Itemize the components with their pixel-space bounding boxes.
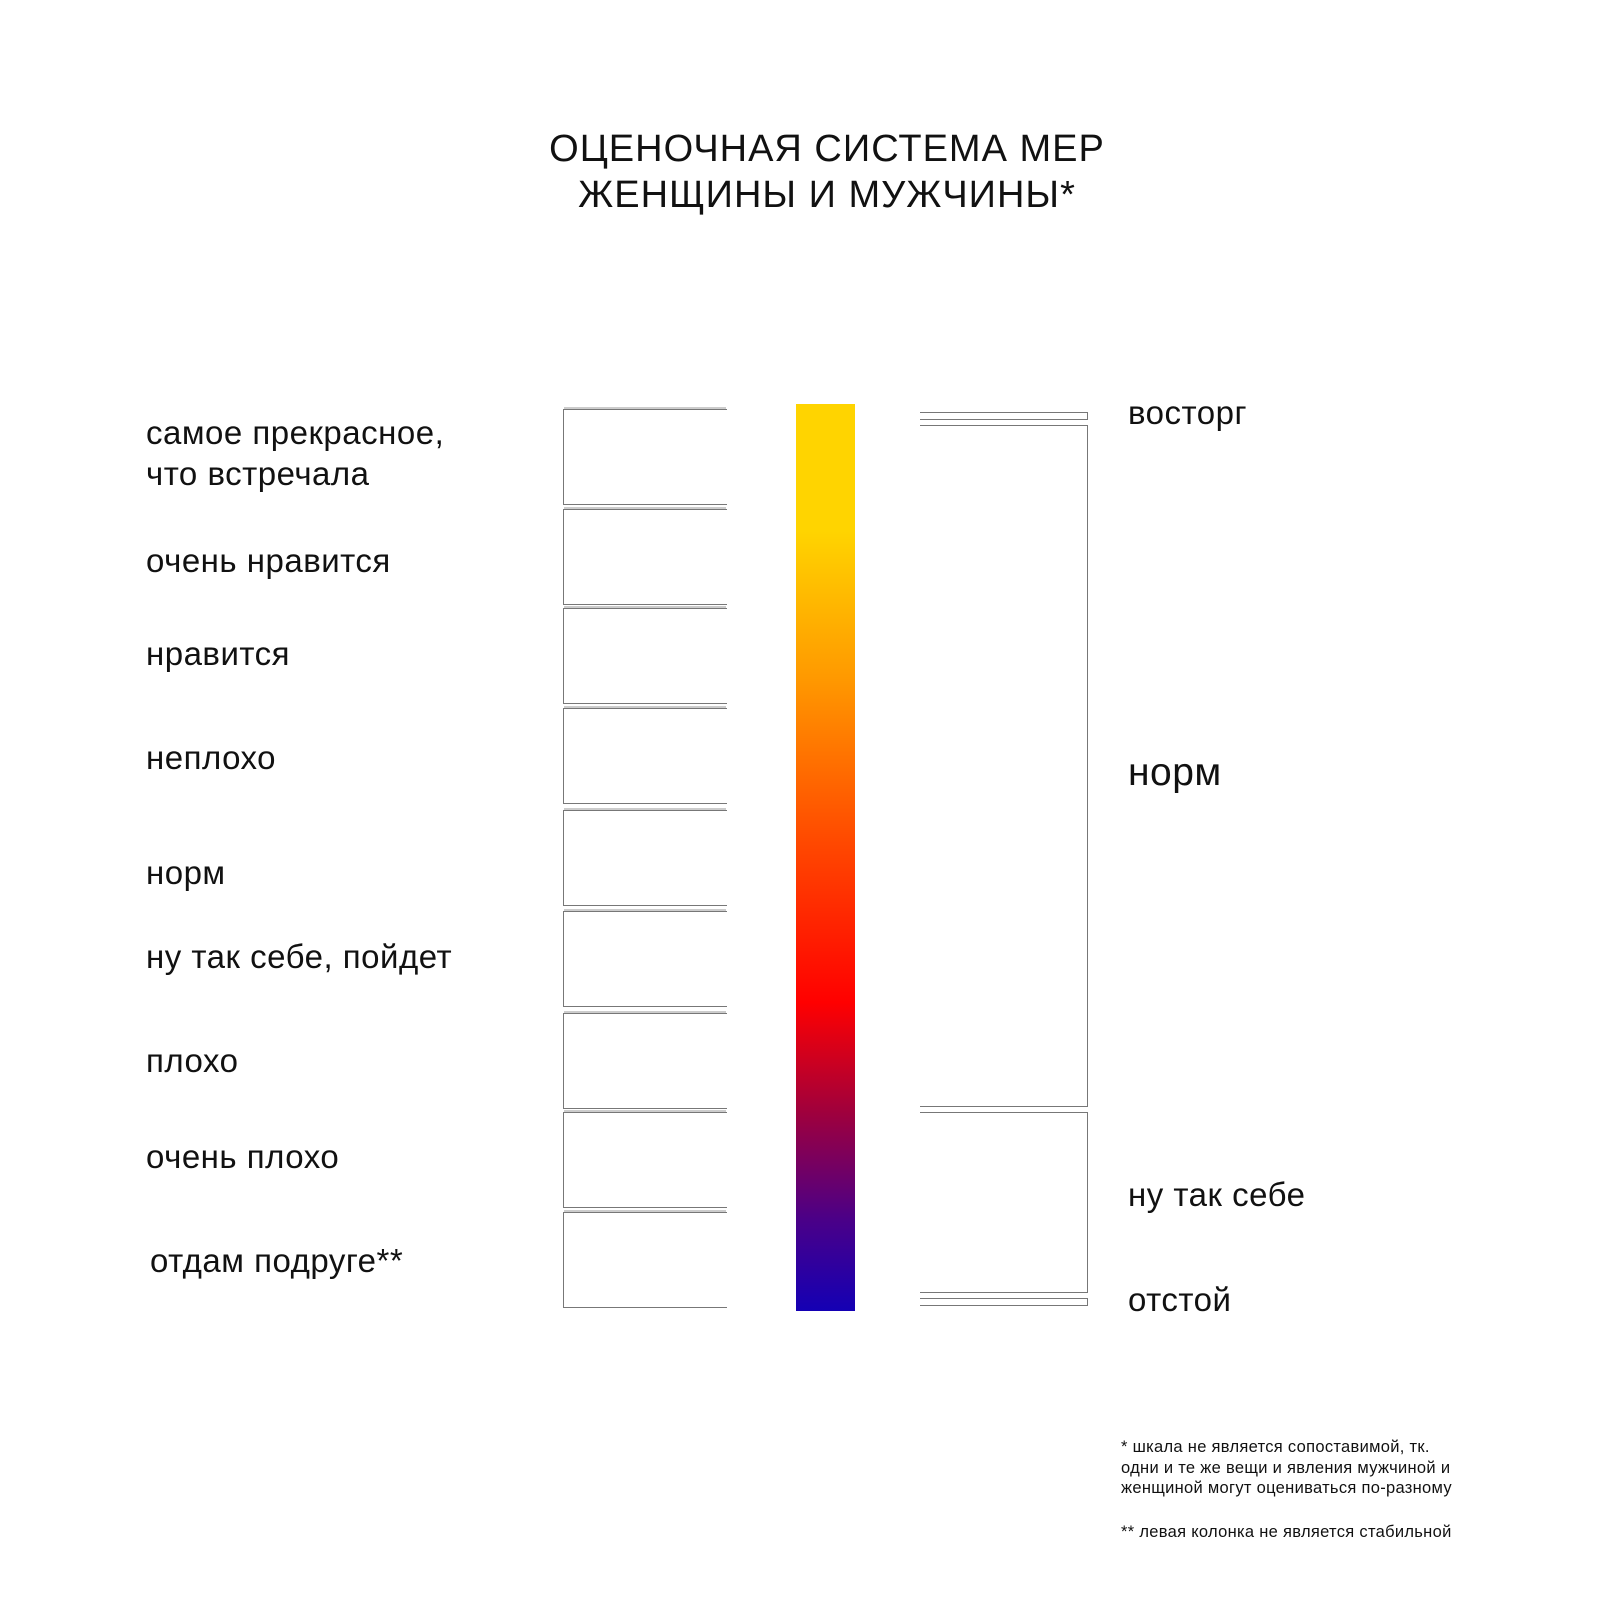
footnote-1: * шкала не является сопоставимой, тк. од…	[1121, 1437, 1452, 1499]
left-label-7: плохо	[146, 1042, 239, 1079]
right-bracket	[920, 412, 1088, 420]
right-label-1: восторг	[1128, 394, 1247, 431]
left-bracket	[563, 1212, 727, 1308]
footnote-1-line-1: * шкала не является сопоставимой, тк.	[1121, 1438, 1430, 1456]
left-label-3: нравится	[146, 635, 291, 672]
left-label-6: ну так себе, пойдет	[146, 938, 453, 975]
right-bracket	[920, 1112, 1088, 1293]
left-bracket	[563, 509, 727, 605]
left-bracket	[563, 1013, 727, 1109]
right-label-2: норм	[1128, 751, 1222, 794]
footnote-1-line-2: одни и те же вещи и явления мужчиной и	[1121, 1458, 1451, 1477]
left-bracket	[563, 911, 727, 1007]
right-label-4: отстой	[1128, 1281, 1232, 1318]
left-bracket	[563, 1112, 727, 1208]
left-label-5: норм	[146, 854, 226, 891]
left-bracket	[563, 810, 727, 906]
left-bracket	[563, 708, 727, 804]
left-label-1: самое прекрасное,	[146, 414, 445, 451]
right-bracket	[920, 1298, 1088, 1306]
left-bracket	[563, 608, 727, 704]
left-label-4: неплохо	[146, 739, 277, 776]
right-bracket	[920, 425, 1088, 1107]
footnote-2: ** левая колонка не является стабильной	[1121, 1523, 1452, 1541]
footnote-1-line-3: женщиной могут оцениваться по-разному	[1121, 1479, 1452, 1497]
left-label-1b: что встречала	[146, 455, 370, 492]
title-line-2: ЖЕНЩИНЫ И МУЖЧИНЫ*	[578, 174, 1076, 216]
left-label-9: отдам подруге**	[150, 1242, 404, 1279]
gradient-scale-bar	[796, 404, 855, 1311]
left-label-2: очень нравится	[146, 542, 391, 579]
right-label-3: ну так себе	[1128, 1176, 1306, 1213]
title-line-1: ОЦЕНОЧНАЯ СИСТЕМА МЕР	[549, 128, 1105, 170]
left-bracket	[563, 409, 727, 505]
left-label-8: очень плохо	[146, 1138, 340, 1175]
